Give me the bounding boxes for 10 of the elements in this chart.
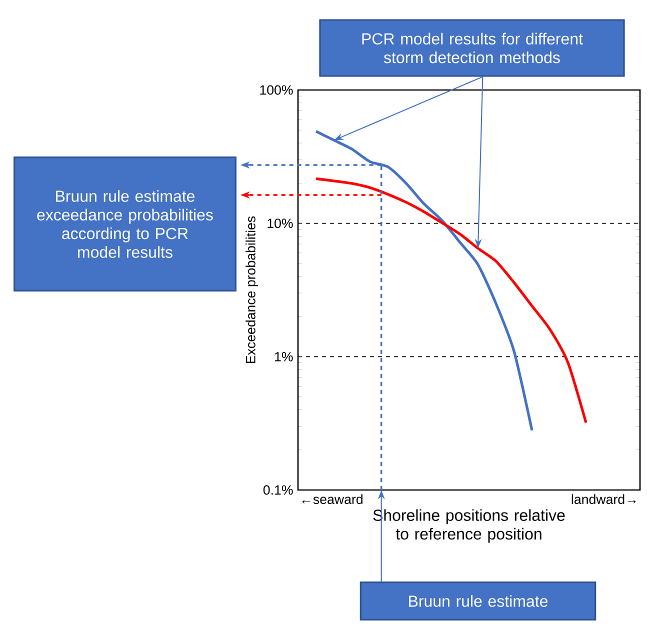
y-tick-label: 1%: [275, 352, 293, 362]
y-axis-title: Exceedance probabilities: [246, 216, 258, 364]
text: ←seaward: [302, 494, 362, 504]
y-tick-label: 0.1%: [263, 485, 293, 495]
text: landward→: [572, 494, 636, 504]
y-tick-label: 10%: [268, 218, 293, 228]
text: Bruun rule estimate: [409, 595, 548, 607]
text: PCR model results for different storm detection methods: [362, 32, 583, 64]
text: Bruun rule estimate exceedance probabilities according to PCR model results: [37, 190, 213, 258]
y-tick-label: 100%: [260, 85, 293, 95]
